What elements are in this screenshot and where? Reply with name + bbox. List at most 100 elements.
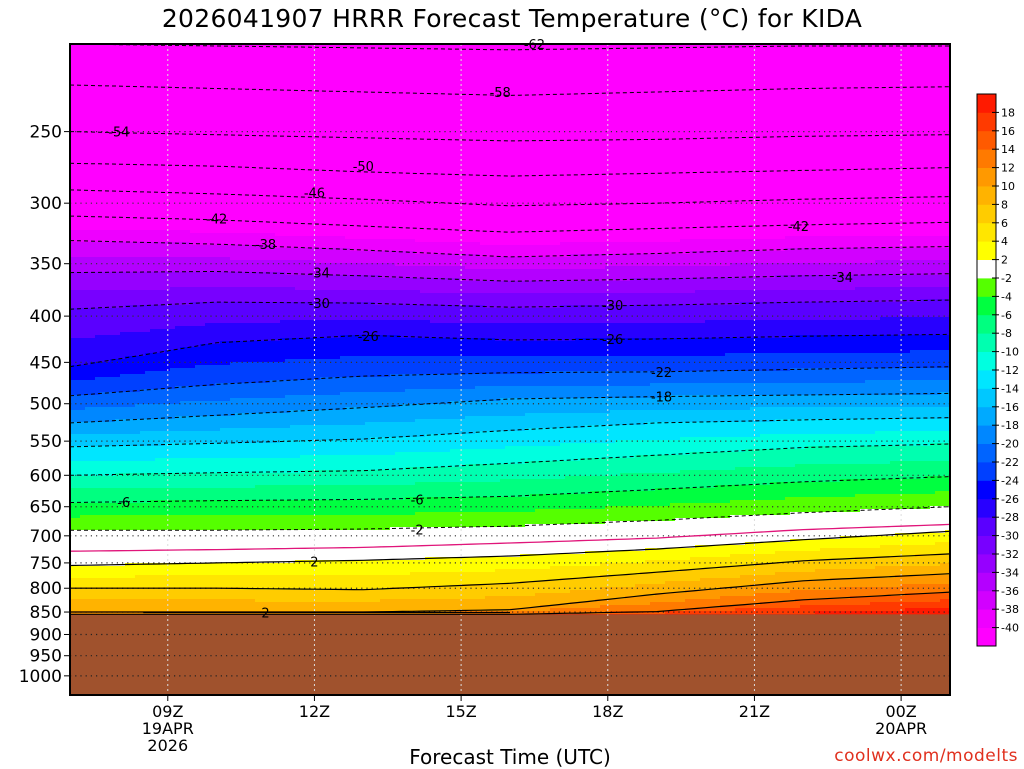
temperature-cell (510, 512, 516, 528)
temperature-cell (625, 506, 631, 522)
temperature-cell (435, 254, 441, 267)
temperature-cell (455, 242, 461, 255)
temperature-cell (440, 452, 446, 468)
temperature-cell (310, 338, 316, 360)
temperature-cell (680, 278, 686, 294)
temperature-cell (275, 473, 281, 486)
temperature-cell (445, 482, 451, 498)
temperature-cell (935, 443, 941, 462)
temperature-cell (840, 560, 846, 570)
temperature-cell (565, 305, 571, 324)
temperature-cell (905, 419, 911, 432)
temperature-cell (800, 236, 806, 249)
temperature-cell (360, 251, 366, 264)
temperature-cell (465, 281, 471, 294)
temperature-cell (510, 464, 516, 480)
temperature-cell (535, 293, 541, 309)
temperature-cell (820, 320, 826, 336)
temperature-cell (810, 395, 816, 408)
temperature-cell (785, 542, 791, 552)
temperature-cell (235, 575, 241, 588)
temperature-cell (785, 602, 791, 609)
temperature-cell (155, 44, 161, 231)
temperature-cell (560, 509, 566, 525)
temperature-cell (625, 551, 631, 564)
temperature-cell (825, 368, 831, 384)
temperature-cell (780, 395, 786, 408)
temperature-cell (445, 419, 451, 435)
temperature-cell (890, 536, 896, 546)
temperature-cell (555, 386, 561, 399)
temperature-cell (755, 395, 761, 408)
temperature-cell (385, 278, 391, 291)
temperature-cell (140, 290, 146, 306)
temperature-cell (475, 416, 481, 432)
temperature-cell (510, 281, 516, 294)
temperature-cell (390, 278, 396, 291)
temperature-cell (395, 437, 401, 453)
temperature-cell (245, 44, 251, 234)
temperature-cell (855, 407, 861, 420)
temperature-cell (870, 320, 876, 336)
temperature-cell (510, 356, 516, 375)
temperature-cell (770, 563, 776, 576)
temperature-cell (555, 479, 561, 495)
temperature-cell (865, 275, 871, 288)
temperature-cell (285, 563, 291, 576)
temperature-cell (95, 488, 101, 504)
temperature-cell (775, 449, 781, 468)
temperature-cell (85, 290, 91, 309)
temperature-cell (185, 386, 191, 402)
temperature-cell (670, 338, 676, 357)
temperature-cell (775, 434, 781, 450)
temperature-cell (155, 530, 161, 564)
temperature-cell (795, 320, 801, 336)
temperature-cell (870, 434, 876, 447)
temperature-cell (600, 371, 606, 387)
temperature-cell (790, 263, 796, 276)
temperature-cell (875, 248, 881, 261)
temperature-cell (840, 302, 846, 321)
temperature-cell (555, 341, 561, 357)
temperature-cell (910, 575, 916, 585)
temperature-cell (320, 590, 326, 603)
temperature-cell (830, 368, 836, 384)
temperature-cell (80, 476, 86, 489)
temperature-cell (920, 248, 926, 261)
temperature-cell (675, 266, 681, 279)
temperature-cell (620, 410, 626, 426)
temperature-cell (755, 437, 761, 450)
temperature-cell (325, 602, 331, 612)
temperature-cell (805, 497, 811, 513)
temperature-cell (235, 233, 241, 246)
temperature-cell (645, 44, 651, 243)
temperature-cell (230, 272, 236, 288)
temperature-cell (180, 515, 186, 531)
temperature-cell (505, 293, 511, 309)
temperature-cell (155, 473, 161, 489)
temperature-cell (225, 245, 231, 258)
temperature-cell (545, 428, 551, 447)
temperature-cell (910, 566, 916, 576)
temperature-cell (355, 590, 361, 603)
temperature-cell (845, 446, 851, 465)
temperature-cell (145, 587, 151, 600)
temperature-cell (695, 470, 701, 489)
temperature-cell (745, 353, 751, 372)
temperature-cell (350, 425, 356, 441)
temperature-cell (855, 548, 861, 558)
temperature-cell (930, 287, 936, 300)
temperature-cell (270, 563, 276, 576)
temperature-cell (445, 512, 451, 528)
temperature-cell (285, 275, 291, 288)
temperature-cell (190, 431, 196, 444)
temperature-cell (355, 356, 361, 378)
temperature-cell (105, 515, 111, 531)
temperature-cell (710, 437, 716, 453)
temperature-cell (910, 350, 916, 369)
temperature-cell (845, 578, 851, 588)
temperature-cell (635, 605, 641, 612)
temperature-cell (625, 254, 631, 267)
temperature-cell (920, 479, 926, 495)
temperature-cell (75, 395, 81, 411)
